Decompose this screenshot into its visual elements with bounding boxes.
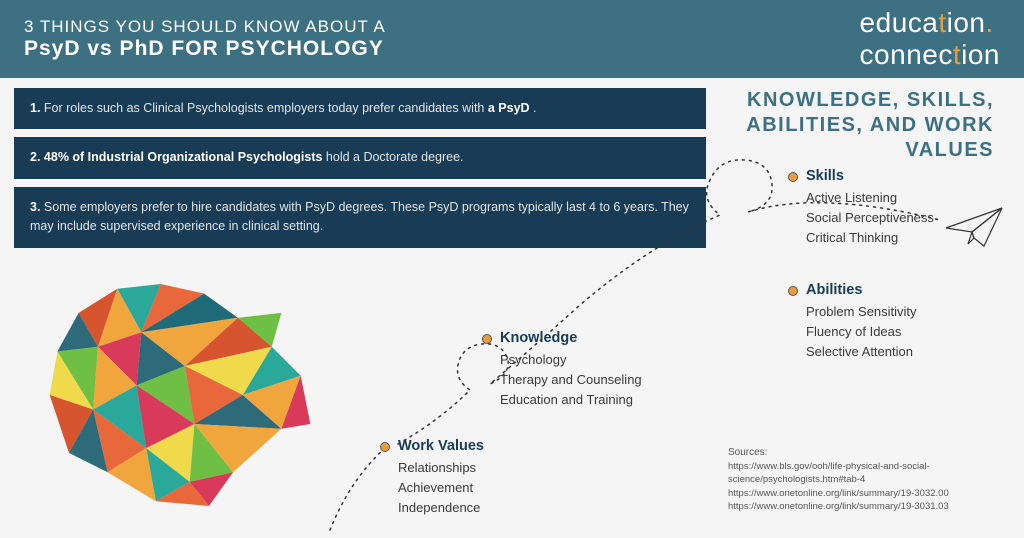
node-item: Fluency of Ideas bbox=[806, 322, 917, 342]
node-marker-icon bbox=[380, 442, 390, 452]
node-marker-icon bbox=[482, 334, 492, 344]
header-emph: PsyD vs PhD bbox=[24, 37, 165, 60]
header-title: 3 THINGS YOU SHOULD KNOW ABOUT A PsyD vs… bbox=[24, 17, 386, 61]
node-skills: Skills Active Listening Social Perceptiv… bbox=[806, 168, 934, 248]
node-item: Achievement bbox=[398, 478, 484, 498]
node-item: Therapy and Counseling bbox=[500, 370, 642, 390]
sources: Sources: https://www.bls.gov/ooh/life-ph… bbox=[728, 446, 1008, 513]
node-item: Relationships bbox=[398, 458, 484, 478]
header-title-line1: 3 THINGS YOU SHOULD KNOW ABOUT A bbox=[24, 17, 386, 37]
banner-1: 1. For roles such as Clinical Psychologi… bbox=[14, 88, 706, 129]
node-item: Active Listening bbox=[806, 188, 934, 208]
node-title: Abilities bbox=[806, 282, 917, 298]
logo: education.connection bbox=[860, 7, 1000, 71]
source-item: https://www.bls.gov/ooh/life-physical-an… bbox=[728, 460, 1008, 487]
node-abilities: Abilities Problem Sensitivity Fluency of… bbox=[806, 282, 917, 362]
node-item: Selective Attention bbox=[806, 342, 917, 362]
node-item: Psychology bbox=[500, 350, 642, 370]
banners: 1. For roles such as Clinical Psychologi… bbox=[0, 78, 706, 248]
node-title: Work Values bbox=[398, 438, 484, 454]
source-item: https://www.onetonline.org/link/summary/… bbox=[728, 487, 1008, 500]
banner-3: 3. Some employers prefer to hire candida… bbox=[14, 187, 706, 248]
node-marker-icon bbox=[788, 172, 798, 182]
header: 3 THINGS YOU SHOULD KNOW ABOUT A PsyD vs… bbox=[0, 0, 1024, 78]
node-title: Knowledge bbox=[500, 330, 642, 346]
node-knowledge: Knowledge Psychology Therapy and Counsel… bbox=[500, 330, 642, 410]
source-item: https://www.onetonline.org/link/summary/… bbox=[728, 500, 1008, 513]
header-post: FOR PSYCHOLOGY bbox=[165, 37, 384, 60]
node-item: Problem Sensitivity bbox=[806, 302, 917, 322]
node-work-values: Work Values Relationships Achievement In… bbox=[398, 438, 484, 518]
banner-2: 2. 48% of Industrial Organizational Psyc… bbox=[14, 137, 706, 178]
node-item: Independence bbox=[398, 498, 484, 518]
node-item: Education and Training bbox=[500, 390, 642, 410]
header-title-line2: PsyD vs PhD FOR PSYCHOLOGY bbox=[24, 37, 386, 61]
brain-icon bbox=[40, 275, 320, 515]
node-item: Critical Thinking bbox=[806, 228, 934, 248]
node-marker-icon bbox=[788, 286, 798, 296]
node-item: Social Perceptiveness bbox=[806, 208, 934, 228]
paper-plane-icon bbox=[944, 204, 1006, 250]
sources-title: Sources: bbox=[728, 446, 1008, 460]
sidebar-title: KNOWLEDGE, SKILLS, ABILITIES, AND WORK V… bbox=[734, 88, 994, 163]
node-title: Skills bbox=[806, 168, 934, 184]
